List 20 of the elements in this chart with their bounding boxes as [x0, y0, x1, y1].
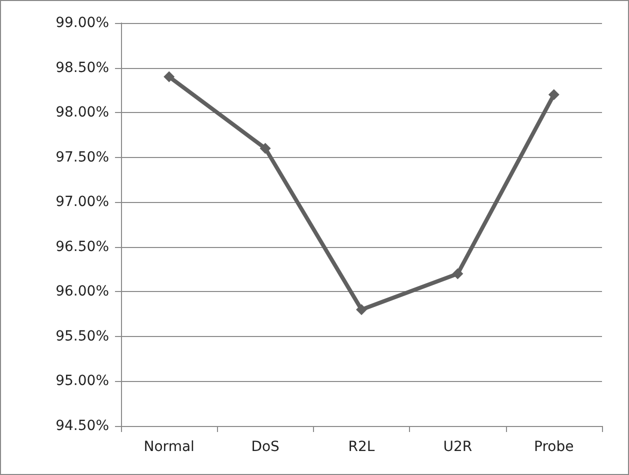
y-tick-label: 97.50% — [56, 149, 109, 166]
y-tick-label: 94.50% — [56, 418, 109, 434]
y-tick-label: 98.50% — [56, 60, 109, 76]
y-tick-label: 98.00% — [56, 104, 109, 121]
x-tick-label: DoS — [251, 439, 280, 455]
point — [356, 304, 367, 316]
x-tick-label: Probe — [534, 439, 574, 455]
y-tick-label: 95.00% — [56, 373, 109, 390]
x-tick-label: R2L — [348, 439, 375, 455]
point — [452, 268, 464, 280]
y-tick-label: 97.00% — [56, 194, 109, 210]
y-tick-label: 96.00% — [56, 284, 109, 300]
y-tick-label: 96.50% — [56, 238, 109, 255]
point — [260, 142, 271, 154]
y-tick-label: 99.00% — [56, 15, 109, 31]
x-tick-label: U2R — [443, 439, 472, 455]
x-tick-label: Normal — [144, 439, 194, 455]
point — [164, 71, 175, 82]
point — [548, 89, 560, 100]
y-tick-label: 95.50% — [56, 328, 109, 344]
